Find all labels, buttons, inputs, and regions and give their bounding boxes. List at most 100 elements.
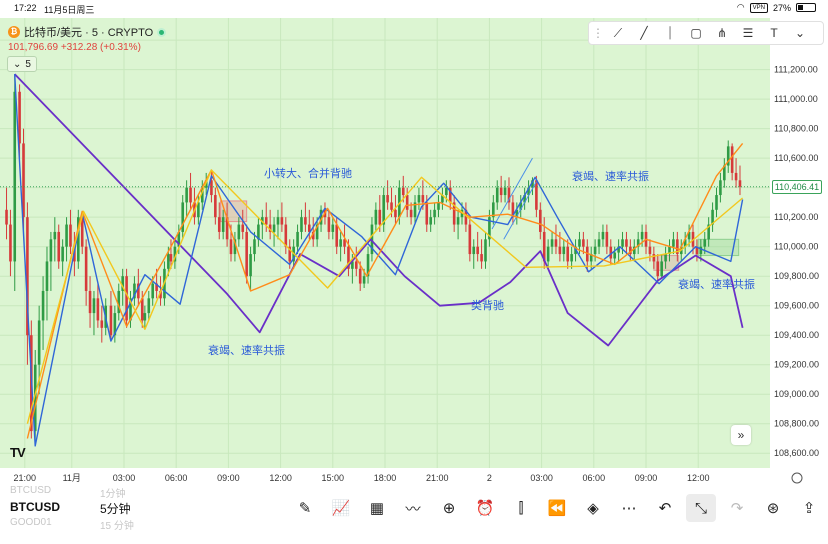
candle-body [347, 246, 350, 269]
candle-body [121, 276, 124, 291]
tradingview-logo: TV [10, 445, 26, 460]
candle-body [200, 187, 204, 203]
y-tick-label: 111,000.00 [774, 94, 818, 104]
fib-icon[interactable]: ☰ [742, 26, 754, 40]
candle-body [726, 146, 730, 166]
candle-body [335, 224, 339, 247]
add-icon[interactable]: ⊕ [442, 500, 456, 517]
candle-body [33, 364, 37, 432]
ghost-interval-2: 15 分钟 [100, 521, 134, 532]
undo-icon[interactable]: ↶ [658, 500, 672, 517]
y-tick-label: 110,600.00 [774, 153, 818, 163]
interval-button[interactable]: 5分钟 [100, 502, 131, 516]
candle-body [390, 202, 393, 210]
candle-body [730, 146, 734, 173]
x-tick-label: 06:00 [165, 473, 188, 483]
annotation-5[interactable]: 衰竭、速率共振 [678, 279, 755, 291]
candle-body [96, 298, 100, 321]
annotation-1[interactable]: 衰竭、速率共振 [208, 345, 285, 357]
candle-body [331, 224, 335, 232]
more-chevron-icon[interactable]: ⌄ [794, 26, 806, 40]
pen-icon[interactable]: ✎ [298, 500, 312, 517]
candle-body [511, 202, 515, 218]
x-tick-label: 18:00 [374, 473, 397, 483]
candle-body [652, 254, 656, 262]
ray-icon[interactable]: ╱ [640, 26, 648, 40]
candle-body [640, 231, 644, 240]
vertical-line-icon[interactable]: ⏐ [666, 25, 674, 40]
candle-body [185, 187, 188, 203]
settings-gear-icon [791, 472, 803, 484]
candle-body [13, 91, 17, 262]
price-chart[interactable]: 108,600.00 108,800.00 109,000.00 109,200.00… [0, 18, 828, 488]
symbol-button[interactable]: BTCUSD [10, 500, 60, 514]
candle-body [734, 172, 738, 181]
layout-icon[interactable]: ▦ [369, 500, 385, 517]
candle-body [582, 239, 585, 247]
y-tick-label: 110,800.00 [774, 124, 818, 134]
replay-icon[interactable]: ⏪ [547, 500, 567, 517]
stroke-line-1 [14, 74, 744, 447]
candle-body [597, 239, 601, 247]
candle-body [210, 180, 213, 196]
drag-handle-icon[interactable]: ⋮ [592, 26, 604, 40]
more-icon[interactable]: ⋯ [621, 500, 637, 517]
annotation-3[interactable]: 类背驰 [471, 300, 504, 312]
rectangle-icon[interactable]: ▢ [690, 26, 702, 40]
candle-body [676, 239, 679, 255]
legend-title-row: ₿ 比特币/美元 · 5 · CRYPTO [8, 24, 167, 40]
candle-body [542, 231, 546, 262]
idea-icon[interactable]: ⊛ [766, 500, 780, 517]
candle-body [288, 246, 292, 262]
candle-body [609, 246, 613, 259]
layers-icon[interactable]: ◈ [587, 500, 599, 517]
candle-type-icon[interactable]: ⫿ [518, 499, 524, 517]
time-axis-background [0, 468, 770, 488]
chart-area[interactable]: 108,600.00 108,800.00 109,000.00 109,200.00… [0, 18, 828, 488]
annotation-4[interactable]: 衰竭、速率共振 [572, 171, 649, 183]
text-tool-icon[interactable]: T [770, 26, 778, 40]
scroll-to-realtime-button[interactable]: » [731, 425, 751, 445]
indicators-toggle[interactable]: ⌄ 5 [7, 56, 37, 72]
candle-body [433, 209, 436, 218]
candle-body [308, 224, 311, 232]
candle-body [723, 165, 726, 181]
alarm-icon[interactable]: ⏰ [475, 500, 495, 517]
candle-body [570, 254, 573, 262]
candle-body [26, 217, 29, 336]
ghost-interval-1: 1分钟 [100, 489, 126, 500]
candle-body [425, 202, 429, 225]
shrink-icon[interactable]: ⤡ [686, 494, 716, 522]
candle-body [687, 231, 691, 240]
pitchfork-icon[interactable]: ⋔ [716, 26, 728, 40]
candle-body [133, 283, 136, 299]
candle-body [636, 239, 640, 247]
candle-body [472, 246, 476, 255]
stroke-line-3 [26, 169, 744, 424]
redo-icon[interactable]: ↷ [730, 500, 744, 517]
candle-body [253, 239, 256, 255]
y-tick-label: 111,200.00 [774, 65, 818, 75]
indicators-icon[interactable]: 📈 [331, 500, 351, 517]
price-axis-background [770, 18, 828, 488]
candle-body [214, 195, 217, 218]
candle-body [593, 246, 597, 255]
candle-body [53, 231, 57, 240]
candle-body [531, 180, 534, 188]
x-tick-label: 09:00 [635, 473, 658, 483]
wifi-icon: ◠ [736, 2, 745, 12]
candle-body [125, 276, 128, 321]
candle-body [672, 239, 675, 247]
share-icon[interactable]: ⇪ [802, 500, 816, 517]
symbol-title[interactable]: 比特币/美元 · 5 · CRYPTO [24, 27, 154, 39]
candle-body [413, 202, 417, 218]
annotation-2[interactable]: 小转大、合并背驰 [264, 168, 352, 180]
candle-body [437, 202, 440, 210]
candle-body [382, 195, 385, 225]
battery-icon [796, 3, 816, 12]
draw-icon[interactable]: 〰 [405, 500, 421, 518]
trend-line-icon[interactable]: ⟋ [613, 25, 623, 40]
candle-body [257, 224, 260, 240]
candle-body [143, 313, 147, 321]
candle-body [177, 231, 181, 247]
